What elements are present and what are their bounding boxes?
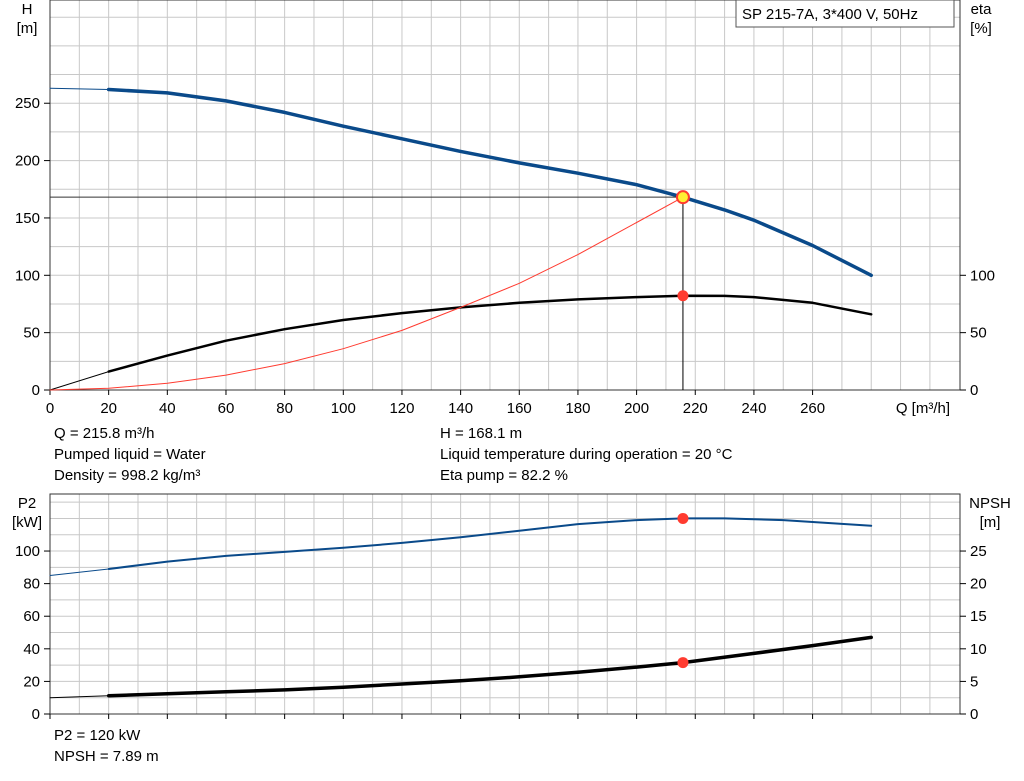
- top-plot-frame: [49, 0, 961, 391]
- top-right-axis-unit: [%]: [970, 20, 992, 37]
- top-left-tick-label: 0: [32, 382, 40, 399]
- x-tick-label: 100: [331, 400, 356, 417]
- pump-label-box: [735, 0, 955, 28]
- top-left-tick-label: 200: [15, 153, 40, 170]
- x-tick-label: 140: [448, 400, 473, 417]
- top-right-tick-label: 0: [970, 382, 978, 399]
- system-curve-curve: [49, 196, 684, 391]
- bottom-left-tick-label: 20: [23, 673, 40, 690]
- x-tick-label: 60: [218, 400, 235, 417]
- x-tick-label: 220: [683, 400, 708, 417]
- x-tick-label: 80: [276, 400, 293, 417]
- bottom-right-tick-label: 0: [970, 706, 978, 723]
- top-right-tick-label: 100: [970, 267, 995, 284]
- liquid-temperature-readout: Liquid temperature during operation = 20…: [440, 446, 733, 463]
- x-tick-label: 40: [159, 400, 176, 417]
- top-left-tick-label: 50: [23, 325, 40, 342]
- bottom-right-axis-unit: [m]: [980, 514, 1001, 531]
- top-left-axis-title: H: [22, 1, 33, 18]
- pumped-liquid-readout: Pumped liquid = Water: [54, 446, 206, 463]
- top-right-axis-title: eta: [971, 1, 993, 18]
- bottom-info: P2 = 120 kW NPSH = 7.89 m: [54, 725, 159, 767]
- duty-point-eta-marker: [677, 290, 689, 302]
- bottom-left-tick-label: 60: [23, 608, 40, 625]
- bottom-right-tick-label: 15: [970, 608, 987, 625]
- duty-point-head-marker: [675, 190, 690, 205]
- npsh-readout: NPSH = 7.89 m: [54, 748, 159, 765]
- eta-thin-curve: [49, 371, 110, 391]
- top-info-right: H = 168.1 m Liquid temperature during op…: [440, 423, 732, 486]
- head-readout: H = 168.1 m: [440, 425, 523, 442]
- bottom-left-axis-unit: [kW]: [12, 514, 42, 531]
- top-grid: [50, 0, 960, 390]
- P2-curve: [107, 517, 873, 570]
- pump-label: SP 215-7A, 3*400 V, 50Hz: [742, 6, 918, 23]
- eta-pump-readout: Eta pump = 82.2 %: [440, 467, 568, 484]
- bottom-left-axis-title: P2: [18, 495, 36, 512]
- H-curve: [106, 87, 873, 278]
- x-tick-label: 120: [389, 400, 414, 417]
- top-info-left: Q = 215.8 m³/h Pumped liquid = Water Den…: [54, 423, 206, 486]
- P2-thin-curve: [49, 568, 110, 576]
- flow-readout: Q = 215.8 m³/h: [54, 425, 155, 442]
- x-tick-label: 160: [507, 400, 532, 417]
- p2-readout: P2 = 120 kW: [54, 727, 141, 744]
- H-thin-curve: [49, 87, 110, 90]
- x-tick-label: 0: [46, 400, 54, 417]
- bottom-left-tick-label: 80: [23, 576, 40, 593]
- duty-point-npsh-marker: [677, 657, 689, 669]
- bottom-right-tick-label: 25: [970, 543, 987, 560]
- top-left-tick-label: 150: [15, 210, 40, 227]
- top-right-tick-label: 50: [970, 325, 987, 342]
- x-tick-label: 20: [100, 400, 117, 417]
- x-tick-label: 180: [565, 400, 590, 417]
- bottom-right-axis-title: NPSH: [969, 495, 1011, 512]
- bottom-plot-frame: [49, 493, 961, 715]
- duty-point-p2-marker: [677, 512, 689, 524]
- NPSH-thin-curve: [49, 695, 110, 699]
- bottom-grid: [50, 494, 960, 714]
- density-readout: Density = 998.2 kg/m³: [54, 467, 201, 484]
- top-left-tick-label: 250: [15, 95, 40, 112]
- x-tick-label: 200: [624, 400, 649, 417]
- bottom-left-tick-label: 0: [32, 706, 40, 723]
- top-left-tick-label: 100: [15, 267, 40, 284]
- bottom-right-tick-label: 5: [970, 673, 978, 690]
- x-tick-label: 260: [800, 400, 825, 417]
- bottom-left-tick-label: 40: [23, 641, 40, 658]
- eta-curve: [107, 294, 873, 373]
- bottom-right-tick-label: 20: [970, 576, 987, 593]
- x-axis-title: Q [m³/h]: [896, 400, 950, 417]
- x-tick-label: 240: [741, 400, 766, 417]
- bottom-right-tick-label: 10: [970, 641, 987, 658]
- NPSH-curve: [106, 635, 873, 698]
- top-left-axis-unit: [m]: [17, 20, 38, 37]
- bottom-left-tick-label: 100: [15, 543, 40, 560]
